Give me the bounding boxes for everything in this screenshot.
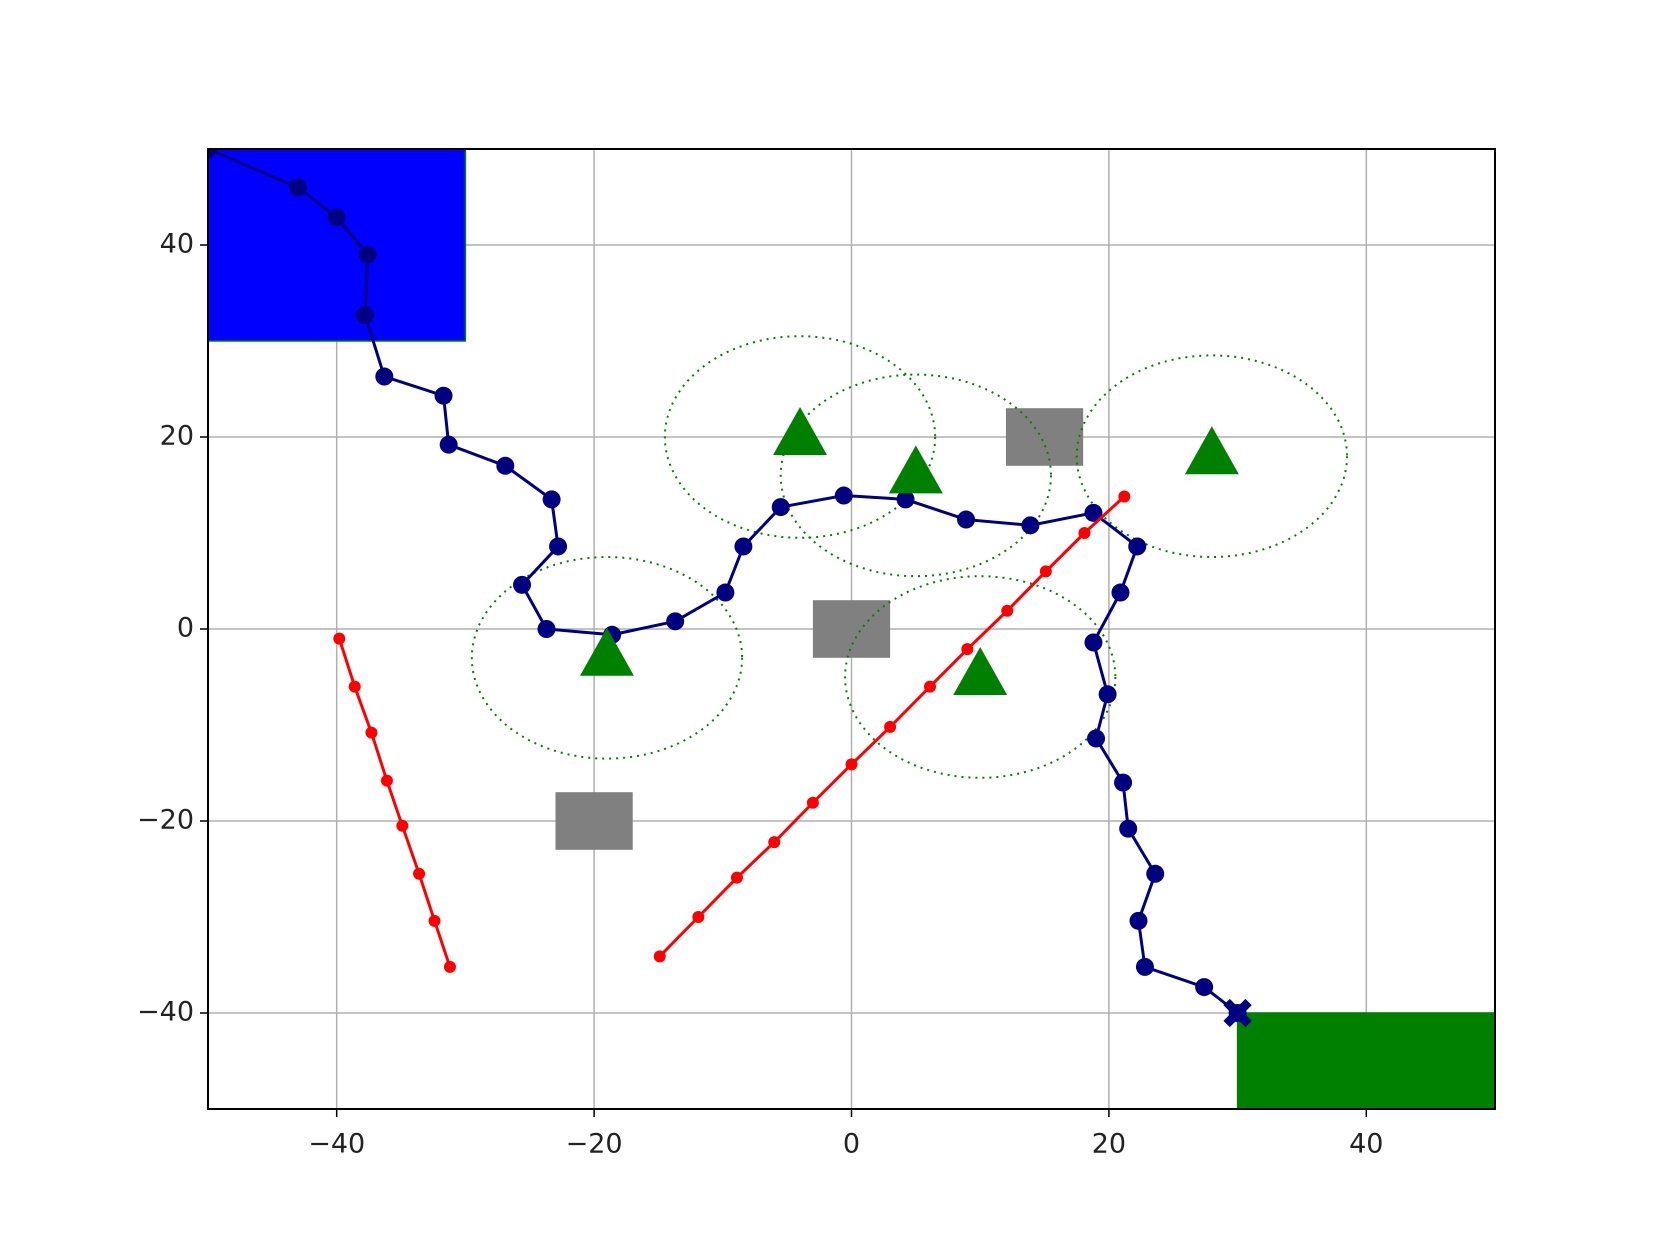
path-point xyxy=(1114,773,1133,792)
region xyxy=(1236,1012,1495,1109)
target-range xyxy=(779,373,1052,578)
path-point xyxy=(1039,565,1052,578)
path-point xyxy=(396,819,409,832)
target xyxy=(773,407,828,455)
path-point xyxy=(1084,633,1103,652)
path-point xyxy=(1118,490,1131,503)
path-point xyxy=(1084,503,1103,522)
path-point xyxy=(771,498,790,517)
path-point xyxy=(768,836,781,849)
path-point xyxy=(884,720,897,733)
path-point xyxy=(358,245,377,264)
path-point xyxy=(496,456,515,475)
path-point xyxy=(542,490,561,509)
path-point xyxy=(896,490,915,509)
plot xyxy=(208,149,1495,1109)
path-point xyxy=(961,643,974,656)
x-tick-label: 0 xyxy=(843,1129,860,1160)
path-point xyxy=(1078,527,1091,539)
x-tick-label: 20 xyxy=(1092,1129,1126,1160)
path-point xyxy=(1021,516,1040,535)
path-point xyxy=(734,537,753,556)
target xyxy=(1184,426,1239,475)
path-point xyxy=(1135,957,1154,976)
path-point xyxy=(439,435,458,454)
path-point xyxy=(666,612,685,631)
target-range xyxy=(844,575,1117,779)
path-point xyxy=(348,680,361,693)
obstacle xyxy=(1005,408,1084,466)
y-tick-label: 20 xyxy=(160,421,194,452)
path-point xyxy=(333,632,346,645)
path-point xyxy=(1001,604,1014,617)
ticks: −40 −20 0 20 40 −40 −20 0 20 40 xyxy=(137,229,1383,1160)
path-point xyxy=(653,950,666,963)
path-point xyxy=(375,367,394,386)
path-point xyxy=(834,486,853,505)
obstacle xyxy=(812,600,891,658)
path-point xyxy=(443,960,456,973)
y-tick-label: −40 xyxy=(137,997,194,1028)
path-point xyxy=(1098,685,1117,704)
path-point xyxy=(1146,864,1165,883)
path-point xyxy=(428,914,441,927)
x-tick-label: 40 xyxy=(1349,1129,1383,1160)
path-point xyxy=(537,620,556,638)
path-point xyxy=(1195,978,1214,997)
obstacle xyxy=(555,792,633,850)
path-point xyxy=(356,306,375,325)
path-point xyxy=(289,178,308,197)
path-point xyxy=(549,537,568,556)
path-point xyxy=(1119,819,1138,838)
y-tick-label: 0 xyxy=(177,613,194,644)
path-point xyxy=(845,758,858,771)
path-point xyxy=(365,726,378,739)
x-tick-label: −20 xyxy=(566,1129,623,1160)
path-point xyxy=(1087,729,1106,748)
path-point xyxy=(380,774,393,787)
path-point xyxy=(1129,911,1148,930)
x-tick-label: −40 xyxy=(308,1129,365,1160)
target-range xyxy=(470,556,744,760)
path-point xyxy=(716,583,735,602)
path-point xyxy=(1111,583,1130,602)
goal-marker xyxy=(1223,998,1252,1028)
path-point xyxy=(692,911,705,923)
region xyxy=(208,149,467,342)
path-line xyxy=(337,638,452,968)
path-point xyxy=(513,575,532,594)
path-point xyxy=(434,386,453,405)
target xyxy=(888,445,943,494)
path-point xyxy=(327,208,346,227)
y-tick-label: 40 xyxy=(160,229,194,260)
target-range xyxy=(1075,354,1348,559)
target xyxy=(579,627,634,676)
target-range xyxy=(663,335,937,539)
path-point xyxy=(730,871,743,884)
path-point xyxy=(806,796,819,809)
path-point xyxy=(1128,537,1147,556)
target xyxy=(953,647,1008,695)
path-point xyxy=(413,867,426,880)
y-tick-label: −20 xyxy=(137,805,194,836)
path-point xyxy=(957,510,976,529)
path-point xyxy=(924,680,937,693)
path-point xyxy=(208,149,217,158)
